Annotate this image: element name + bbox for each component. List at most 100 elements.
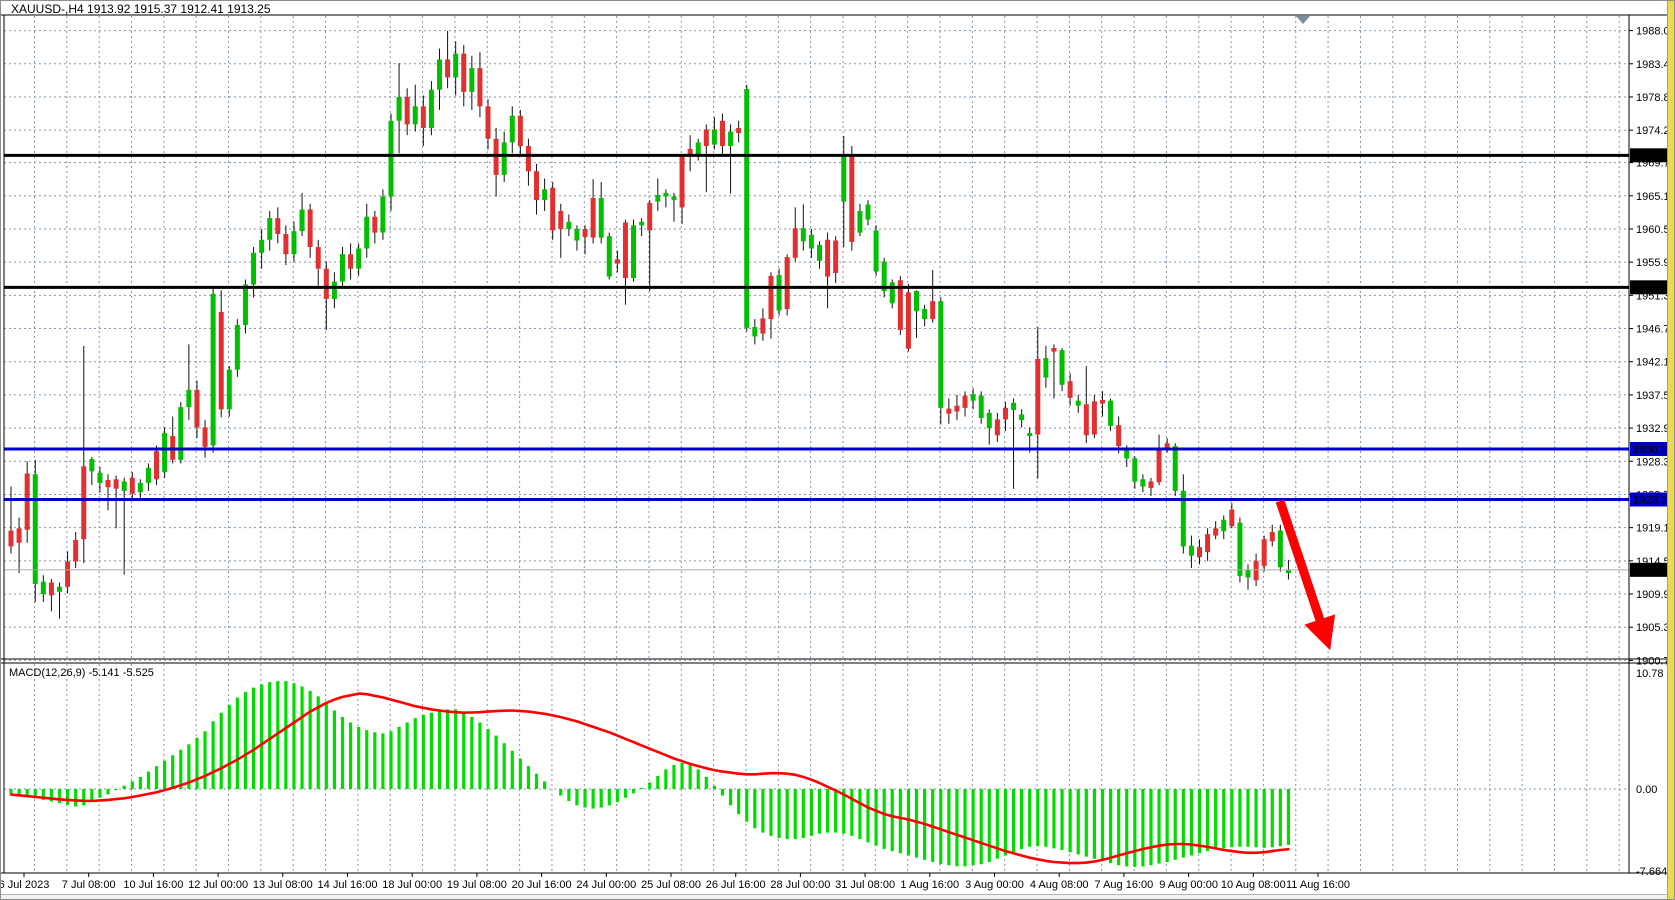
down-arrow-annotation[interactable] (1275, 499, 1336, 651)
candle-bull (711, 129, 717, 145)
candle-bear (558, 210, 564, 229)
candle-bear (202, 427, 208, 447)
candle-bear (73, 539, 79, 562)
macd-signal-line (9, 692, 1290, 865)
horizontal-gridlines (4, 30, 1629, 661)
candle-bull (453, 53, 459, 78)
candle-bear (1205, 534, 1211, 553)
candle-bear (582, 228, 588, 237)
time-tick-label: 26 Jul 16:00 (706, 879, 766, 891)
time-tick-label: 11 Aug 16:00 (1286, 879, 1350, 891)
price-tag-label: 1913.25 (1633, 565, 1673, 577)
candle-bear (1156, 449, 1162, 483)
candle-bear (994, 419, 1000, 436)
price-tick-label: 1955.90 (1636, 257, 1675, 269)
candle-bear (477, 68, 483, 107)
candle-bull (469, 68, 475, 92)
candle-bear (897, 280, 903, 330)
price-axis[interactable]: 1988.001983.401978.801974.201969.701965.… (1629, 26, 1675, 668)
candle-bear (825, 239, 831, 277)
candle-bull (914, 291, 920, 312)
candle-bull (234, 324, 240, 370)
candle-bear (703, 129, 709, 147)
candle-bear (323, 268, 329, 299)
candle-bear (622, 222, 628, 279)
candle-bull (542, 189, 548, 201)
candle-bull (299, 209, 305, 232)
candle-bull (1124, 448, 1130, 459)
candle-bear (194, 389, 200, 428)
candle-bull (728, 131, 734, 147)
window-right-edge (1667, 1, 1674, 899)
candle-bull (509, 115, 515, 143)
candle-bear (1261, 539, 1267, 566)
time-tick-label: 25 Jul 08:00 (641, 879, 701, 891)
candle-bear (647, 203, 653, 231)
candle-bull (606, 236, 612, 277)
candle-bear (1196, 547, 1202, 558)
candle-bear (946, 408, 952, 414)
candle-bear (954, 405, 960, 412)
candle-bear (348, 254, 354, 269)
candle-bull (598, 197, 604, 238)
candle-bull (1277, 530, 1283, 568)
time-tick-label: 19 Jul 08:00 (447, 879, 507, 891)
time-tick-label: 13 Jul 08:00 (253, 879, 313, 891)
candle-bull (1221, 519, 1227, 532)
candle-bull (1059, 350, 1065, 385)
candle-bear (65, 561, 71, 587)
candle-bear (679, 156, 685, 208)
candle-bull (970, 394, 976, 401)
candle-bull (663, 192, 669, 197)
candle-bear (1116, 425, 1122, 447)
candle-bear (129, 477, 135, 494)
candle-bear (1002, 407, 1008, 420)
candle-bear (833, 240, 839, 273)
candle-bear (1269, 531, 1275, 542)
price-tick-label: 1909.90 (1636, 589, 1675, 601)
candle-bull (437, 59, 443, 90)
candle-bear (1067, 381, 1073, 398)
candle-bull (922, 309, 928, 320)
candle-bear (461, 53, 467, 92)
window-bottom-edge (1, 894, 1674, 899)
time-axis[interactable]: 6 Jul 2023 7 Jul 08:00 10 Jul 16:00 12 Jul … (1, 873, 1350, 891)
candle-bull (574, 228, 580, 241)
candle-bear (1083, 404, 1089, 436)
candle-bull (873, 230, 879, 272)
time-tick-label: 7 Aug 16:00 (1095, 879, 1154, 891)
candle-bull (986, 412, 992, 429)
candle-bull (186, 389, 192, 408)
candle-bull (1075, 400, 1081, 406)
candle-bull (865, 204, 871, 220)
candle-bear (81, 466, 87, 540)
price-tag-label: 1970.71 (1633, 150, 1673, 162)
candle-bull (396, 96, 402, 121)
candle-bear (525, 146, 531, 172)
price-tick-label: 1960.50 (1636, 224, 1675, 236)
candle-bull (1245, 569, 1251, 578)
time-tick-label: 18 Jul 00:00 (382, 879, 442, 891)
level-lines[interactable] (4, 153, 1629, 571)
candle-bull (1132, 458, 1138, 482)
candle-bear (550, 187, 556, 231)
candle-bear (849, 156, 855, 242)
candle-bull (695, 142, 701, 157)
price-tag-label: 1923.00 (1633, 494, 1673, 506)
candle-bull (1188, 545, 1194, 556)
candle-bear (736, 127, 742, 134)
candle-bull (671, 196, 677, 201)
candle-bull (501, 142, 507, 175)
price-tick-label: 1988.00 (1636, 26, 1675, 38)
candle-bear (1099, 399, 1105, 404)
candle-bull (1180, 490, 1186, 547)
candle-bear (590, 197, 596, 238)
candle-bull (162, 433, 168, 473)
candle-bear (154, 451, 160, 480)
macd-axis[interactable]: 10.78 0.00 -7.664 (1636, 668, 1667, 878)
candle-bear (760, 318, 766, 334)
candle-bear (792, 228, 798, 258)
candle-bull (800, 228, 806, 242)
